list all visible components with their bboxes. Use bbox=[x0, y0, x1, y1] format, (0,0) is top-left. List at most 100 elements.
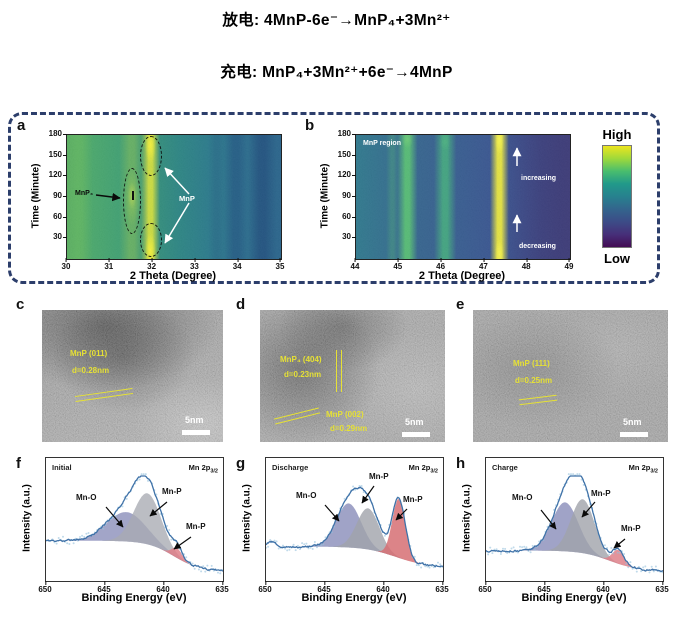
scale-bar bbox=[182, 430, 210, 435]
scale-bar-label: 5nm bbox=[185, 415, 204, 425]
axis-tick-label: 90 bbox=[42, 192, 67, 200]
axis-tick-label: 90 bbox=[331, 192, 356, 200]
tem-c-phase-label: MnP (011) bbox=[70, 349, 108, 358]
axis-tick-label: 120 bbox=[331, 171, 356, 179]
axis-tick-label: 46 bbox=[436, 258, 446, 271]
axis-tick-label: 47 bbox=[478, 258, 488, 271]
annotation-mnp: MnP bbox=[179, 194, 195, 203]
tem-d-dspacing2-label: d=0.29nm bbox=[330, 424, 368, 433]
panel-label-g: g bbox=[236, 455, 246, 472]
y-axis-label-a: Time (Minute) bbox=[30, 163, 42, 229]
scale-bar bbox=[402, 432, 430, 437]
annotation-mnp-region: MnP region bbox=[363, 140, 401, 147]
axis-tick-label: 650 bbox=[258, 581, 272, 594]
y-axis-label-h: Intensity (a.u.) bbox=[461, 484, 473, 552]
axis-tick-label: 45 bbox=[393, 258, 403, 271]
peak-label-mnp2: Mn-P bbox=[621, 524, 641, 533]
tem-image-c: MnP (011) d=0.28nm 5nm bbox=[42, 310, 223, 442]
xps-panel-h: Charge Mn 2p3/2 Mn-O Mn-P Mn-P bbox=[485, 457, 664, 582]
condition-label: Discharge bbox=[272, 463, 309, 472]
equation-discharge: 放电: 4MnP-6e⁻→MnP₄+3Mn²⁺ bbox=[222, 12, 451, 29]
annotation-mnp4: MnP₄ bbox=[75, 190, 94, 197]
axis-tick-label: 49 bbox=[564, 258, 574, 271]
peak-label-mno: Mn-O bbox=[76, 493, 97, 502]
x-axis-label-a: 2 Theta (Degree) bbox=[129, 270, 217, 282]
x-axis-label-f: Binding Energy (eV) bbox=[81, 592, 187, 604]
condition-label: Initial bbox=[52, 463, 72, 472]
colorbar-low-label: Low bbox=[604, 251, 630, 266]
panel-label-c: c bbox=[16, 296, 25, 313]
colorbar bbox=[602, 145, 632, 248]
axis-tick-label: 650 bbox=[38, 581, 52, 594]
peak-label-mnp2: Mn-P bbox=[186, 522, 206, 531]
tem-d-dspacing1-label: d=0.23nm bbox=[284, 370, 322, 379]
y-axis-label-f: Intensity (a.u.) bbox=[21, 484, 33, 552]
dashed-ellipse-mnp4 bbox=[123, 168, 141, 234]
tem-image-e: MnP (111) d=0.25nm 5nm bbox=[473, 310, 668, 442]
scale-bar bbox=[620, 432, 648, 437]
x-axis-label-h: Binding Energy (eV) bbox=[521, 592, 627, 604]
scale-bar-label: 5nm bbox=[623, 417, 642, 427]
axis-tick-label: 32 bbox=[147, 258, 157, 271]
axis-tick-label: 635 bbox=[655, 581, 669, 594]
axis-tick-label: 635 bbox=[435, 581, 449, 594]
axis-tick-label: 150 bbox=[331, 150, 356, 159]
dashed-ellipse-mnp-top bbox=[140, 136, 162, 176]
xps-panel-f: Initial Mn 2p3/2 Mn-O Mn-P Mn-P bbox=[45, 457, 224, 582]
axis-tick-label: 31 bbox=[104, 258, 114, 271]
axis-tick-label: 635 bbox=[215, 581, 229, 594]
x-axis-label-g: Binding Energy (eV) bbox=[301, 592, 407, 604]
marker-tick bbox=[132, 191, 134, 200]
axis-tick-label: 60 bbox=[331, 212, 356, 221]
axis-tick-label: 640 bbox=[156, 581, 170, 594]
tem-e-phase-label: MnP (111) bbox=[513, 359, 550, 368]
peak-label-mnp: Mn-P bbox=[369, 472, 389, 481]
y-axis-label-g: Intensity (a.u.) bbox=[241, 484, 253, 552]
panel-label-a: a bbox=[17, 117, 26, 134]
heatmap-b: MnP region increasing decreasing bbox=[355, 134, 571, 260]
panel-label-h: h bbox=[456, 455, 466, 472]
panel-a-arrows bbox=[95, 167, 190, 244]
tem-c-dspacing-label: d=0.28nm bbox=[72, 366, 110, 375]
annotation-increasing: increasing bbox=[521, 175, 557, 182]
axis-tick-label: 180 bbox=[331, 130, 356, 138]
axis-tick-label: 48 bbox=[521, 258, 531, 271]
axis-tick-label: 33 bbox=[189, 258, 199, 271]
heatmap-a: MnP₄ MnP bbox=[66, 134, 282, 260]
scale-bar-label: 5nm bbox=[405, 417, 424, 427]
tem-e-dspacing-label: d=0.25nm bbox=[515, 376, 553, 385]
peak-label-mno: Mn-O bbox=[512, 493, 533, 502]
peak-label-mno: Mn-O bbox=[296, 491, 317, 500]
region-label: Mn 2p3/2 bbox=[408, 463, 438, 475]
peak-label-mnp: Mn-P bbox=[162, 487, 182, 496]
axis-tick-label: 44 bbox=[350, 258, 360, 271]
axis-tick-label: 30 bbox=[331, 233, 356, 241]
lattice-fringe-marker-vertical bbox=[336, 350, 342, 392]
tem-d-phase1-label: MnP₄ (404) bbox=[280, 355, 322, 364]
panel-label-e: e bbox=[456, 296, 465, 313]
region-label: Mn 2p3/2 bbox=[628, 463, 658, 475]
axis-tick-label: 150 bbox=[42, 150, 67, 159]
region-label: Mn 2p3/2 bbox=[188, 463, 218, 475]
axis-tick-label: 180 bbox=[42, 130, 67, 138]
axis-tick-label: 640 bbox=[376, 581, 390, 594]
annotation-decreasing: decreasing bbox=[519, 243, 556, 250]
axis-tick-label: 640 bbox=[596, 581, 610, 594]
axis-tick-label: 60 bbox=[42, 212, 67, 221]
y-axis-label-b: Time (Minute) bbox=[319, 163, 331, 229]
panel-label-f: f bbox=[16, 455, 21, 472]
colorbar-high-label: High bbox=[602, 127, 632, 142]
axis-tick-label: 645 bbox=[537, 581, 551, 594]
panel-label-d: d bbox=[236, 296, 246, 313]
axis-tick-label: 35 bbox=[275, 258, 285, 271]
insitu-xrd-box bbox=[8, 112, 660, 284]
axis-tick-label: 34 bbox=[232, 258, 242, 271]
panel-b-arrows bbox=[512, 147, 522, 232]
peak-label-mnp2: Mn-P bbox=[403, 495, 423, 504]
axis-tick-label: 30 bbox=[42, 233, 67, 241]
condition-label: Charge bbox=[492, 463, 518, 472]
equation-charge: 充电: MnP₄+3Mn²⁺+6e⁻→4MnP bbox=[220, 64, 453, 81]
x-axis-label-b: 2 Theta (Degree) bbox=[418, 270, 506, 282]
tem-d-phase2-label: MnP (002) bbox=[326, 410, 364, 419]
